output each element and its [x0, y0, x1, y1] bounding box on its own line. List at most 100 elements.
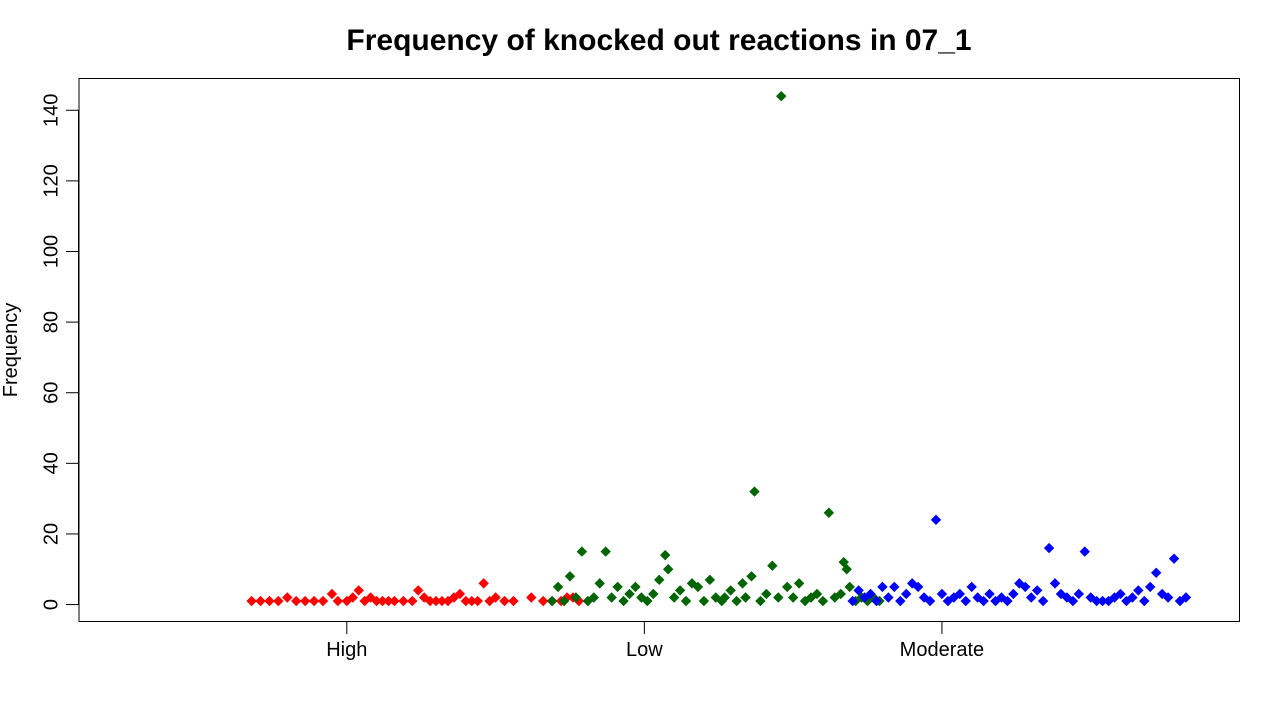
- data-point: [871, 595, 882, 607]
- data-point: [749, 486, 760, 497]
- data-point: [793, 578, 805, 589]
- data-point: [353, 585, 364, 596]
- data-point: [1103, 595, 1114, 607]
- data-point: [668, 592, 680, 603]
- data-point: [767, 560, 778, 571]
- y-tick-label: 20: [40, 523, 62, 545]
- data-point: [424, 595, 436, 607]
- data-point: [576, 546, 588, 557]
- data-point: [901, 588, 912, 600]
- data-point: [740, 592, 751, 603]
- data-point: [490, 592, 501, 603]
- y-tick-label: 80: [40, 311, 62, 333]
- data-point: [600, 546, 611, 557]
- data-point: [716, 595, 727, 607]
- data-point: [466, 595, 477, 607]
- data-point: [371, 595, 382, 607]
- data-point: [773, 592, 784, 603]
- data-point: [966, 581, 977, 593]
- data-point: [924, 595, 936, 607]
- data-point: [442, 595, 454, 607]
- data-point: [1162, 592, 1174, 603]
- data-point: [776, 90, 787, 102]
- data-point: [906, 578, 918, 589]
- data-point: [642, 595, 653, 607]
- series-high: [246, 578, 585, 607]
- data-point: [546, 595, 558, 607]
- data-point: [332, 595, 344, 607]
- data-point: [1180, 592, 1192, 603]
- data-point: [1127, 592, 1138, 603]
- data-point: [454, 588, 466, 600]
- data-point: [883, 592, 894, 603]
- data-point: [538, 595, 549, 607]
- data-point: [1145, 581, 1156, 593]
- data-point: [1008, 588, 1019, 600]
- data-point: [1097, 595, 1108, 607]
- data-point: [817, 595, 829, 607]
- data-point: [1002, 595, 1013, 607]
- data-point: [308, 595, 320, 607]
- data-point: [588, 592, 599, 603]
- data-point: [1150, 567, 1162, 578]
- data-point: [526, 592, 537, 603]
- data-point: [499, 595, 510, 607]
- data-point: [1073, 588, 1085, 600]
- data-point: [725, 585, 736, 596]
- data-point: [552, 581, 564, 593]
- data-point: [472, 595, 483, 607]
- data-point: [1174, 595, 1186, 607]
- data-point: [737, 578, 748, 589]
- data-point: [282, 592, 293, 603]
- data-point: [508, 595, 519, 607]
- data-point: [624, 588, 635, 600]
- data-points: [246, 90, 1192, 607]
- data-point: [359, 595, 370, 607]
- data-point: [398, 595, 409, 607]
- data-point: [430, 595, 442, 607]
- data-point: [787, 592, 799, 603]
- y-tick-label: 60: [40, 382, 62, 404]
- data-point: [612, 581, 623, 593]
- data-point: [930, 514, 942, 526]
- data-point: [1133, 585, 1144, 596]
- data-point: [984, 588, 995, 600]
- data-point: [660, 549, 671, 561]
- data-point: [1020, 581, 1031, 593]
- data-point: [317, 595, 329, 607]
- data-point: [782, 581, 793, 593]
- x-tick-label-low: Low: [626, 639, 663, 661]
- data-point: [573, 595, 585, 607]
- data-point: [823, 507, 835, 518]
- data-point: [1037, 595, 1049, 607]
- data-point: [889, 581, 900, 593]
- data-point: [630, 581, 641, 593]
- data-point: [1079, 546, 1090, 557]
- data-point: [674, 585, 686, 596]
- x-tick-label-high: High: [326, 639, 367, 661]
- data-point: [291, 595, 302, 607]
- data-point: [460, 595, 472, 607]
- chart-title: Frequency of knocked out reactions in 07…: [346, 24, 971, 57]
- y-axis: 0 20 40 60 80 100 120 140: [40, 94, 79, 610]
- data-point: [383, 595, 394, 607]
- data-point: [1043, 542, 1055, 554]
- data-point: [1121, 595, 1132, 607]
- data-point: [436, 595, 448, 607]
- data-point: [347, 592, 358, 603]
- data-point: [960, 595, 971, 607]
- data-point: [654, 574, 665, 586]
- data-point: [912, 581, 924, 593]
- data-point: [662, 564, 674, 575]
- plot-frame: [78, 78, 1240, 622]
- y-tick-label: 0: [40, 599, 62, 610]
- data-point: [877, 581, 888, 593]
- data-point: [389, 595, 400, 607]
- y-axis-label: Frequency: [0, 303, 22, 398]
- data-point: [936, 588, 948, 600]
- data-point: [1055, 588, 1067, 600]
- data-point: [692, 581, 704, 593]
- data-point: [1085, 592, 1096, 603]
- data-point: [407, 595, 418, 607]
